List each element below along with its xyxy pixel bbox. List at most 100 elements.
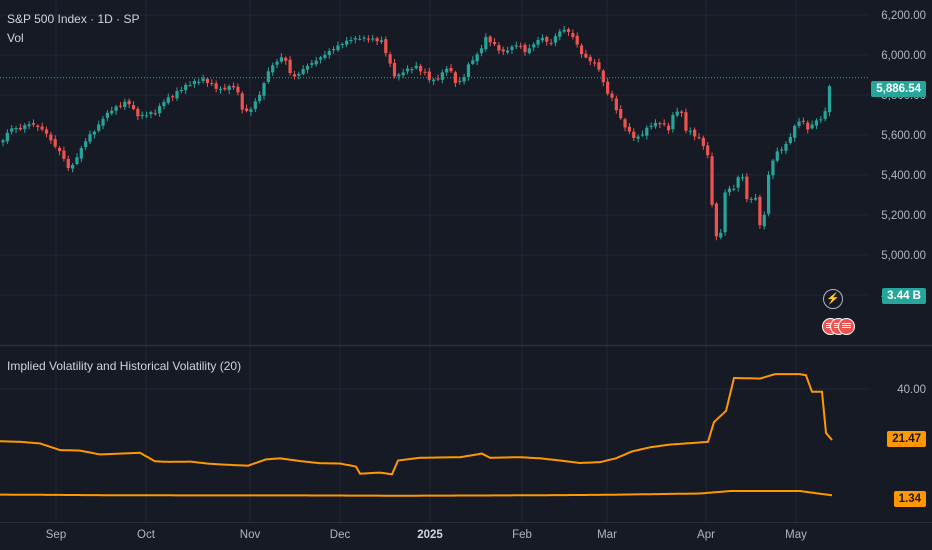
candle <box>588 56 592 62</box>
candle <box>118 105 123 107</box>
candle <box>623 119 627 128</box>
candle <box>688 130 692 132</box>
candle <box>423 71 427 73</box>
candle <box>758 196 762 226</box>
candle <box>653 122 658 127</box>
candle <box>432 79 436 82</box>
candle <box>527 48 531 54</box>
candle <box>258 94 262 101</box>
x-tick-label: Apr <box>697 529 715 541</box>
candle <box>571 33 575 37</box>
hv-badge: 1.34 <box>893 491 926 507</box>
grid-lines <box>0 0 932 523</box>
candle <box>775 151 779 161</box>
price-candles <box>1 25 832 241</box>
candle <box>814 120 819 126</box>
candle <box>510 46 514 50</box>
candle <box>680 111 684 113</box>
candle <box>379 40 384 43</box>
candle <box>92 131 96 135</box>
candle <box>693 129 697 137</box>
candle <box>727 188 732 193</box>
candle <box>288 59 292 74</box>
candle <box>523 44 527 52</box>
candle <box>414 65 418 69</box>
candle <box>784 143 788 151</box>
candle <box>144 115 149 117</box>
candle <box>819 119 823 121</box>
candle <box>453 72 457 84</box>
candle <box>514 45 518 47</box>
candle <box>714 203 718 237</box>
y-tick-label: 5,000.00 <box>881 250 926 262</box>
candle <box>767 174 771 214</box>
candle <box>745 176 749 200</box>
candle <box>231 85 236 88</box>
candle <box>475 54 479 62</box>
candle <box>614 98 618 111</box>
y-tick-label: 5,600.00 <box>881 130 926 142</box>
candle <box>506 50 510 53</box>
flash-icon[interactable]: ⚡ <box>823 289 843 309</box>
candle <box>488 36 492 43</box>
candle <box>597 62 601 70</box>
candle <box>810 124 814 129</box>
x-tick-label: Dec <box>330 529 351 541</box>
candle <box>445 68 449 73</box>
candle <box>332 49 336 51</box>
candle <box>593 62 597 64</box>
candle <box>97 124 101 131</box>
candle <box>201 78 205 81</box>
candle <box>649 125 653 127</box>
candle <box>36 125 40 128</box>
candle <box>610 93 614 98</box>
candle <box>549 42 553 44</box>
candle <box>675 111 679 116</box>
candle <box>305 65 310 70</box>
candle <box>662 123 666 125</box>
candle <box>18 127 22 130</box>
candle <box>149 112 153 115</box>
candle <box>323 54 327 58</box>
us-flag-icon[interactable] <box>838 318 855 335</box>
candle <box>88 134 92 142</box>
candle <box>358 38 362 40</box>
candle <box>123 101 127 107</box>
implied-volatility-line <box>0 373 833 476</box>
candle <box>740 177 745 179</box>
candle <box>1 140 5 143</box>
candle <box>71 165 75 169</box>
candle <box>171 96 175 98</box>
candle <box>732 188 736 190</box>
candle <box>301 69 305 75</box>
candle <box>23 125 27 130</box>
candle <box>371 38 375 40</box>
candle <box>101 118 105 126</box>
candle <box>262 83 266 96</box>
x-tick-label: Nov <box>240 529 261 541</box>
candle <box>218 88 223 91</box>
candle <box>753 197 758 200</box>
candle <box>210 83 214 85</box>
candle <box>245 108 249 112</box>
candle <box>349 39 353 41</box>
y-tick-label: 5,200.00 <box>881 210 926 222</box>
candle <box>658 123 662 125</box>
candle <box>492 42 497 45</box>
candle <box>79 148 83 159</box>
x-tick-label: Feb <box>512 529 532 541</box>
candle <box>701 137 705 146</box>
candle <box>793 125 797 138</box>
candle <box>314 60 318 65</box>
candle <box>801 120 805 122</box>
candle <box>636 136 640 139</box>
candle <box>706 145 710 156</box>
candle <box>827 86 832 113</box>
candle <box>540 37 544 41</box>
candle <box>158 106 162 114</box>
candle <box>84 141 88 148</box>
candle <box>575 35 579 45</box>
candle <box>562 29 566 32</box>
candle <box>57 147 62 152</box>
